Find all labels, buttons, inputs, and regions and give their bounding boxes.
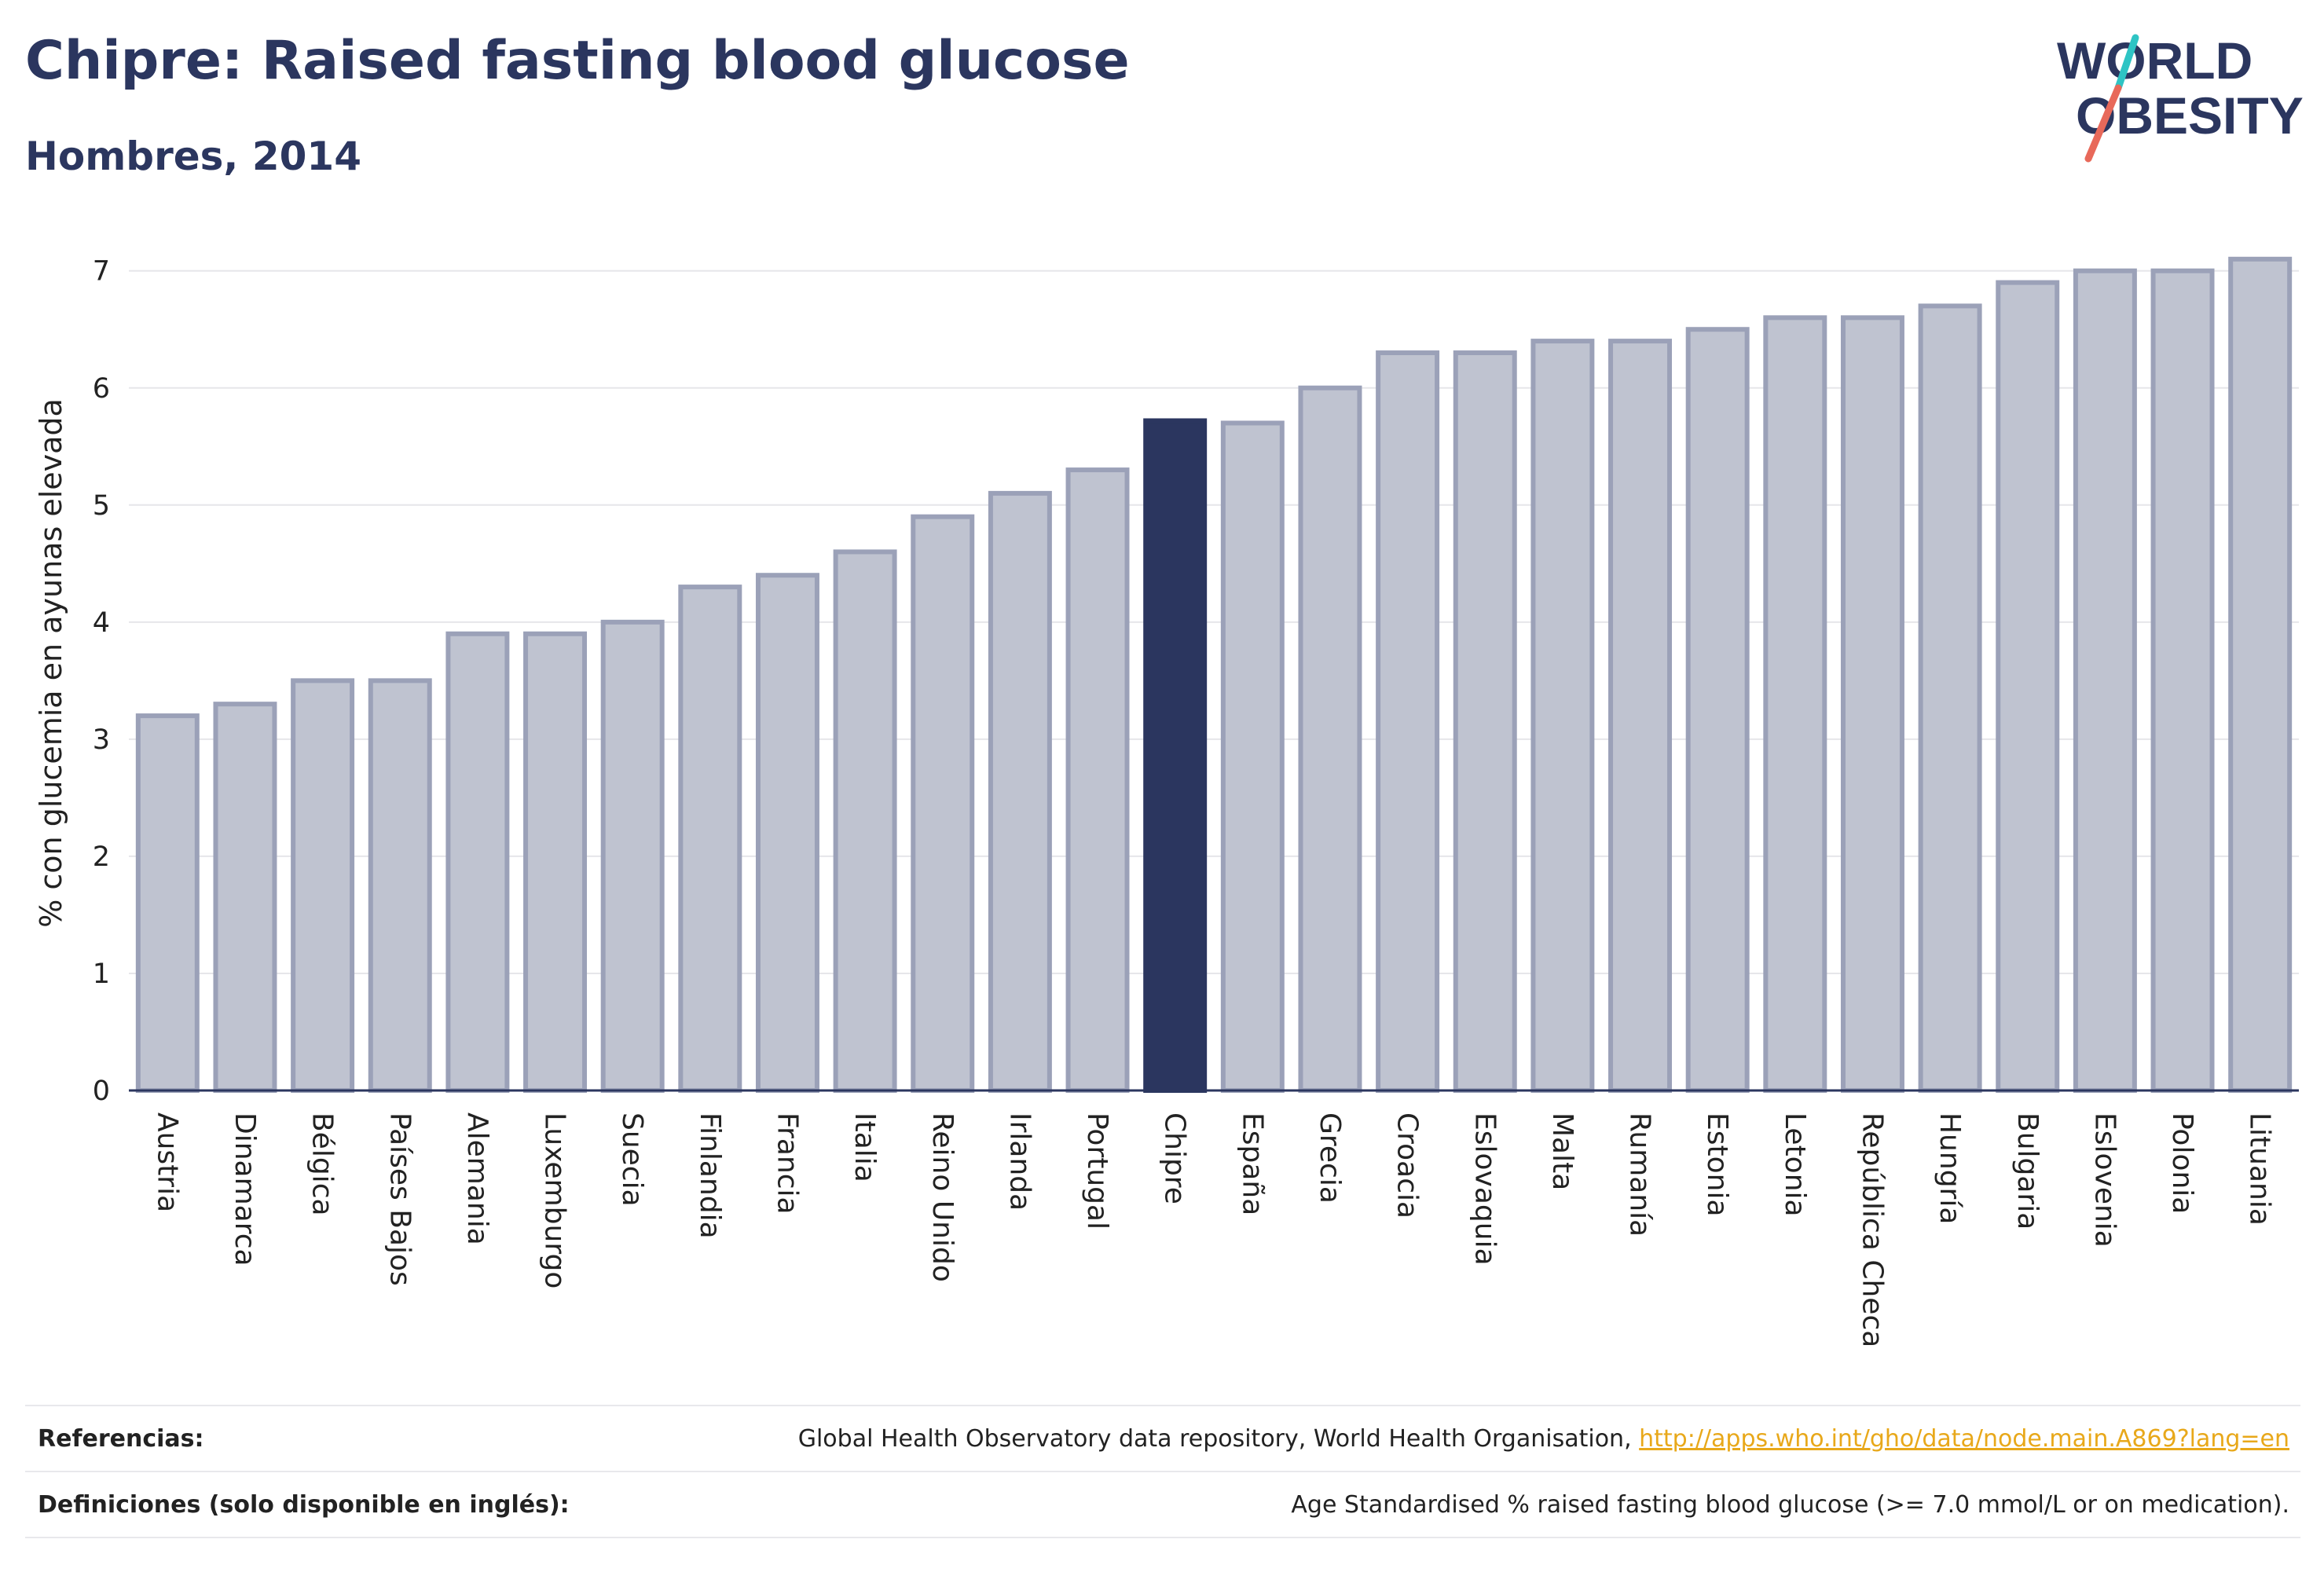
bar-croacia xyxy=(1376,350,1440,1094)
y-tick-label: 6 xyxy=(93,373,110,405)
x-tick-label: Países Bajos xyxy=(383,1112,416,1286)
bar-españa xyxy=(1220,420,1285,1093)
references-text: Global Health Observatory data repositor… xyxy=(797,1424,1640,1453)
bar-bulgaria xyxy=(1996,280,2060,1093)
bar-portugal xyxy=(1065,467,1130,1093)
bar-chipre xyxy=(1143,418,1208,1093)
x-tick-label: Portugal xyxy=(1081,1112,1113,1230)
bar-eslovaquia xyxy=(1453,350,1517,1094)
bar-irlanda xyxy=(988,490,1052,1093)
x-tick-label: Bulgaria xyxy=(2011,1112,2044,1230)
bar-alemania xyxy=(445,631,510,1093)
x-tick-label: Dinamarca xyxy=(229,1112,261,1266)
x-tick-label: Austria xyxy=(151,1112,183,1212)
x-tick-label: Italia xyxy=(849,1112,881,1182)
bar-hungría xyxy=(1918,303,1982,1093)
bar-países-bajos xyxy=(368,678,432,1093)
bar-luxemburgo xyxy=(523,631,588,1093)
y-axis-title: % con glucemia en ayunas elevada xyxy=(34,398,68,928)
bars xyxy=(135,256,2293,1094)
bar-dinamarca xyxy=(213,702,277,1093)
world-obesity-logo: WORLD OBESITY xyxy=(2057,31,2304,163)
x-tick-label: Luxemburgo xyxy=(539,1112,571,1288)
y-tick-labels: 0 1 2 3 4 5 6 7 xyxy=(93,256,110,1107)
x-tick-label: Croacia xyxy=(1391,1112,1424,1219)
bar-suecia xyxy=(600,619,665,1093)
x-tick-label: Francia xyxy=(771,1112,803,1215)
y-tick-label: 2 xyxy=(93,841,110,873)
bar-grecia xyxy=(1298,385,1362,1093)
x-tick-label: Alemania xyxy=(461,1112,493,1245)
bar-rumanía xyxy=(1608,339,1673,1094)
x-tick-label: Malta xyxy=(1546,1112,1578,1190)
x-tick-label: Reino Unido xyxy=(926,1112,959,1282)
bar-letonia xyxy=(1763,315,1827,1093)
y-tick-label: 0 xyxy=(93,1076,110,1107)
bar-chart: 0 1 2 3 4 5 6 7 Austria Dinamarca Bélgica Países B… xyxy=(34,256,2299,1347)
x-tick-label: Letonia xyxy=(1779,1112,1811,1217)
definitions-row: Definiciones (solo disponible en inglés)… xyxy=(25,1471,2300,1538)
chart-subtitle: Hombres, 2014 xyxy=(25,134,361,179)
x-tick-label: España xyxy=(1236,1112,1268,1215)
x-tick-label: Bélgica xyxy=(306,1112,339,1216)
references-label: Referencias: xyxy=(38,1424,204,1453)
x-tick-label: Rumanía xyxy=(1624,1112,1656,1237)
x-tick-label: Hungría xyxy=(1934,1112,1966,1224)
references-value: Global Health Observatory data repositor… xyxy=(798,1425,2300,1453)
definitions-text: Age Standardised % raised fasting blood … xyxy=(1291,1490,2289,1519)
bar-lituania xyxy=(2228,256,2293,1093)
x-tick-label: Estonia xyxy=(1701,1112,1733,1217)
y-tick-label: 5 xyxy=(93,490,110,522)
x-tick-label: Polonia xyxy=(2166,1112,2198,1214)
logo-line1: WORLD xyxy=(2057,31,2253,90)
references-link[interactable]: http://apps.who.int/gho/data/node.main.A… xyxy=(1639,1424,2289,1453)
bar-italia xyxy=(833,549,897,1093)
logo-teal-slash-icon xyxy=(2114,34,2139,92)
bar-bélgica xyxy=(291,678,355,1093)
y-tick-label: 4 xyxy=(93,607,110,639)
x-tick-label: Chipre xyxy=(1159,1112,1191,1204)
x-tick-label: Finlandia xyxy=(694,1112,726,1239)
bar-eslovenia xyxy=(2073,268,2137,1094)
bar-finlandia xyxy=(678,585,742,1093)
y-tick-label: 1 xyxy=(93,958,110,990)
bar-estonia xyxy=(1685,327,1750,1094)
bar-francia xyxy=(755,573,819,1093)
bar-austria xyxy=(135,713,200,1093)
definitions-label: Definiciones (solo disponible en inglés)… xyxy=(38,1490,570,1519)
footer: Referencias: Global Health Observatory d… xyxy=(25,1405,2300,1538)
x-tick-label: Irlanda xyxy=(1003,1112,1036,1211)
x-tick-label: Lituania xyxy=(2244,1112,2276,1226)
x-tick-label: República Checa xyxy=(1856,1112,1888,1347)
x-tick-labels: Austria Dinamarca Bélgica Países Bajos Alema… xyxy=(151,1112,2275,1347)
chart-title: Chipre: Raised fasting blood glucose xyxy=(25,30,1130,92)
x-tick-label: Suecia xyxy=(616,1112,648,1207)
references-row: Referencias: Global Health Observatory d… xyxy=(25,1405,2300,1471)
y-tick-label: 3 xyxy=(93,724,110,756)
x-tick-label: Eslovaquia xyxy=(1468,1112,1501,1266)
bar-república-checa xyxy=(1840,315,1904,1093)
logo-coral-slash-icon xyxy=(2084,84,2122,163)
bar-malta xyxy=(1530,339,1595,1094)
x-tick-label: Grecia xyxy=(1314,1112,1346,1204)
y-tick-label: 7 xyxy=(93,256,110,288)
x-tick-label: Eslovenia xyxy=(2088,1112,2121,1248)
bar-reino-unido xyxy=(911,514,975,1093)
bar-polonia xyxy=(2150,268,2215,1094)
